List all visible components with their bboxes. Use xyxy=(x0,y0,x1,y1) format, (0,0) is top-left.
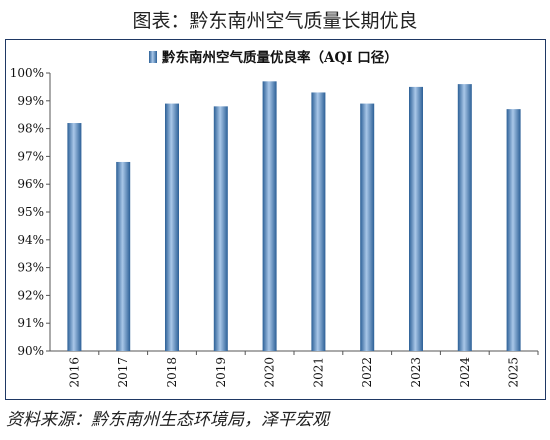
y-tick-label: 94% xyxy=(17,233,44,247)
bar-2017 xyxy=(116,161,131,351)
y-tick-label: 90% xyxy=(17,344,44,358)
y-tick-label: 93% xyxy=(17,261,44,275)
x-tick-label: 2018 xyxy=(165,357,179,388)
bar-2022 xyxy=(360,103,375,351)
y-tick-labels: 90% 91% 92% 93% 94% 95% 96% 97% 98% 99% 100% xyxy=(10,66,44,358)
legend-label: 黔东南州空气质量优良率（AQI 口径） xyxy=(162,49,398,66)
bar-2016 xyxy=(67,123,82,351)
bar-2020 xyxy=(262,81,277,351)
x-tick-label: 2020 xyxy=(263,357,277,388)
chart-axes xyxy=(46,72,539,355)
x-tick-label: 2025 xyxy=(507,357,521,388)
y-tick-label: 98% xyxy=(17,122,44,136)
y-tick-label: 91% xyxy=(17,316,44,330)
chart-legend: 黔东南州空气质量优良率（AQI 口径） xyxy=(149,49,398,66)
bar-2019 xyxy=(213,106,228,351)
y-tick-label: 100% xyxy=(10,66,44,80)
bar-2023 xyxy=(409,86,423,352)
chart-bars xyxy=(67,81,521,352)
bar-2024 xyxy=(457,84,472,352)
y-tick-label: 96% xyxy=(17,177,44,191)
x-tick-label: 2016 xyxy=(67,357,81,388)
legend-swatch xyxy=(149,51,157,63)
y-tick-label: 99% xyxy=(17,94,44,108)
bar-2018 xyxy=(165,103,179,351)
x-tick-label: 2023 xyxy=(409,357,423,388)
bar-2021 xyxy=(311,92,326,352)
x-tick-labels: 2016 2017 2018 2019 2020 2021 2022 2023 2024 2025 xyxy=(67,357,520,388)
x-tick-label: 2024 xyxy=(458,357,472,388)
x-tick-label: 2021 xyxy=(311,357,325,388)
source-note: 资料来源：黔东南州生态环境局，泽平宏观 xyxy=(6,410,329,430)
page-title: 图表：黔东南州空气质量长期优良 xyxy=(132,10,418,32)
bar-2025 xyxy=(506,109,521,351)
y-tick-label: 92% xyxy=(17,288,44,302)
y-tick-label: 95% xyxy=(17,205,44,219)
x-tick-label: 2017 xyxy=(116,357,130,388)
x-tick-label: 2019 xyxy=(214,357,228,388)
y-tick-label: 97% xyxy=(17,149,44,163)
x-tick-label: 2022 xyxy=(360,357,374,388)
